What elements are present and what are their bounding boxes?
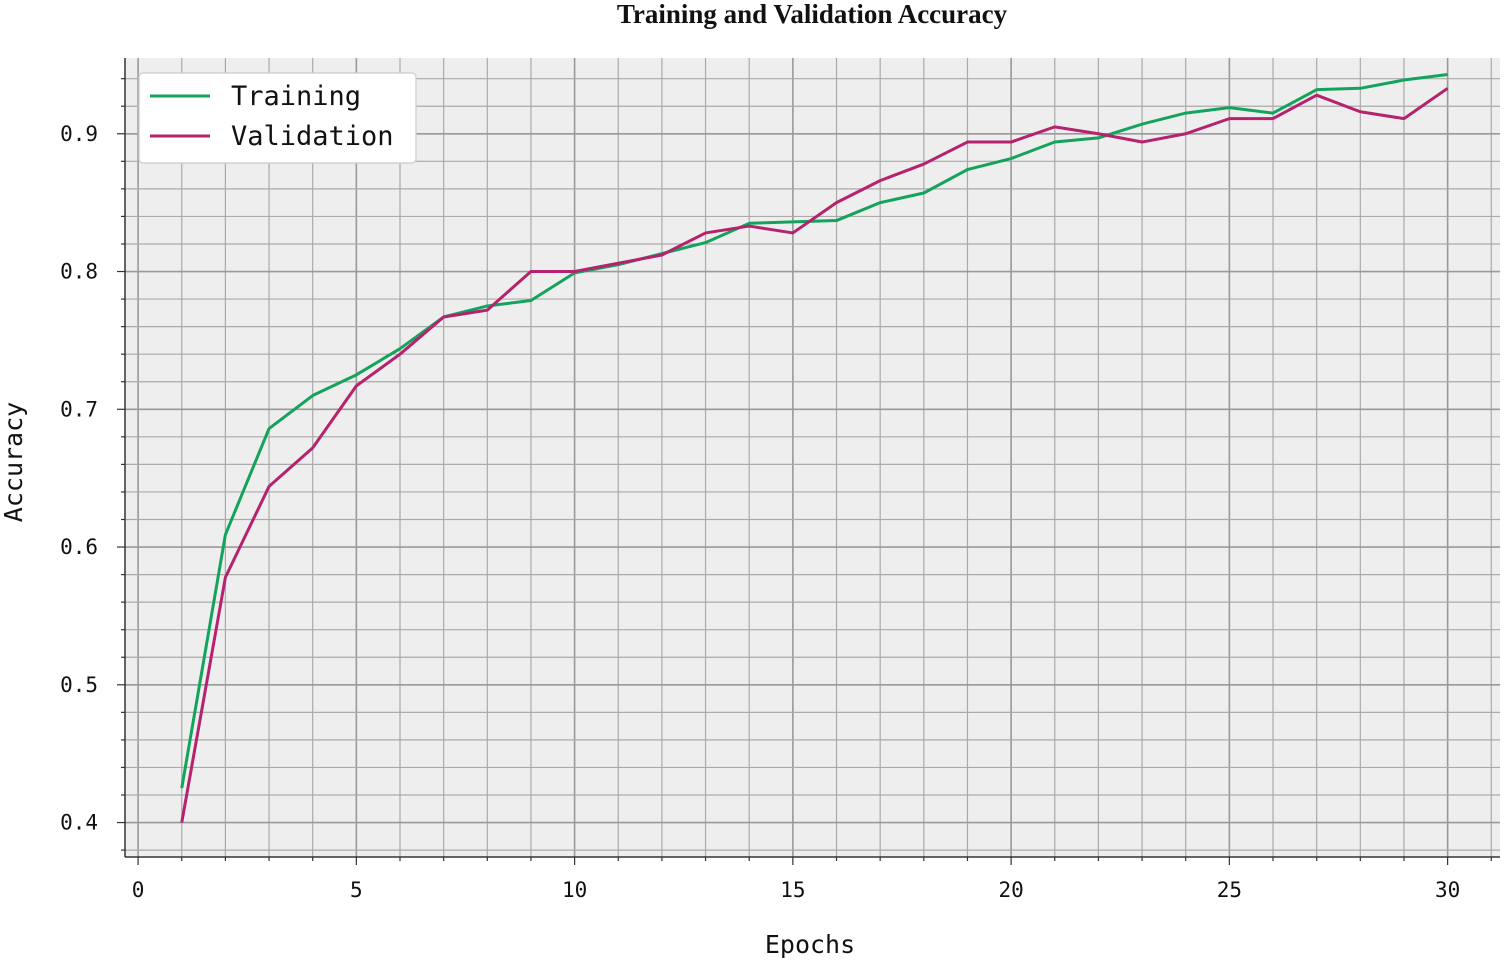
x-tick-label: 15: [780, 878, 805, 902]
chart-title: Training and Validation Accuracy: [617, 0, 1008, 29]
y-tick-label: 0.7: [60, 397, 98, 421]
y-axis-label: Accuracy: [0, 402, 28, 522]
legend-label-validation: Validation: [231, 121, 394, 152]
x-tick-label: 30: [1435, 878, 1460, 902]
axes: [124, 58, 1500, 858]
x-axis-label: Epochs: [765, 930, 855, 959]
series: [180, 73, 1449, 823]
y-tick-label: 0.6: [60, 535, 98, 559]
x-tick-label: 0: [132, 878, 145, 902]
y-tick-label: 0.9: [60, 122, 98, 146]
x-tick-label: 20: [998, 878, 1023, 902]
legend: Training Validation: [138, 72, 417, 164]
y-tick-label: 0.4: [60, 811, 98, 835]
x-tick-label: 10: [562, 878, 587, 902]
x-tick-label: 25: [1217, 878, 1242, 902]
ticks: 0 5 10 15 20 25 30 0.4 0.5 0.6 0.7 0.8 0.9: [60, 78, 1492, 902]
series-line-validation: [180, 87, 1449, 823]
y-tick-label: 0.8: [60, 260, 98, 284]
series-line-training: [180, 73, 1448, 789]
y-tick-label: 0.5: [60, 673, 98, 697]
plot-area-background: [125, 58, 1500, 857]
legend-label-training: Training: [231, 81, 361, 112]
x-tick-label: 5: [350, 878, 363, 902]
